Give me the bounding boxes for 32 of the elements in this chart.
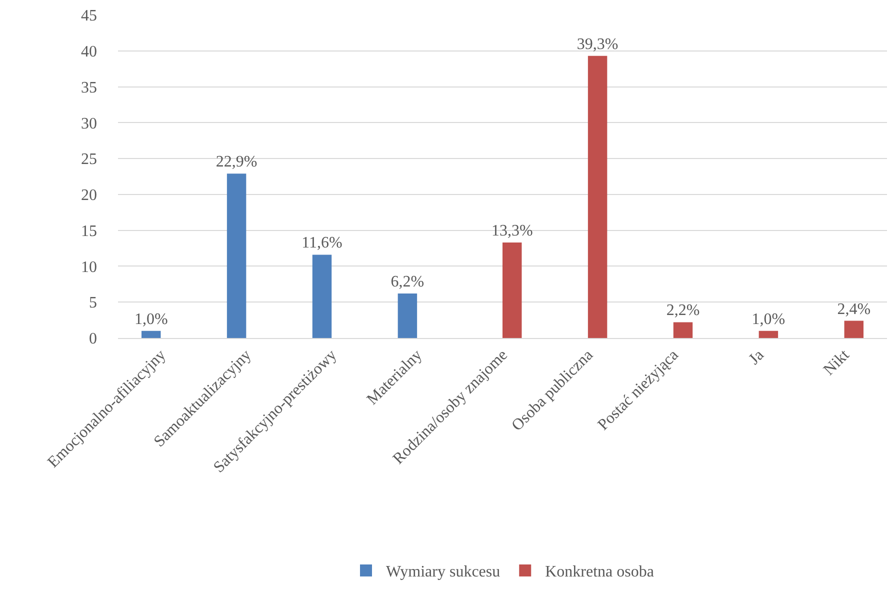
data-label: 22,9%	[216, 154, 258, 171]
x-tick-label: Nikt	[820, 346, 854, 379]
y-tick-label: 10	[81, 258, 97, 276]
legend-label: Konkretna osoba	[545, 564, 654, 581]
y-tick-label: 25	[81, 151, 97, 168]
bar	[758, 330, 778, 338]
legend-label: Wymiary sukcesu	[386, 564, 500, 581]
data-label: 1,0%	[752, 310, 786, 328]
bar	[502, 242, 522, 338]
y-tick-label: 0	[89, 330, 97, 348]
y-tick-label: 15	[81, 222, 97, 240]
data-label: 13,3%	[491, 222, 533, 240]
data-label: 2,4%	[837, 300, 871, 318]
data-label: 11,6%	[302, 234, 342, 252]
y-tick-label: 20	[81, 187, 97, 204]
data-label: 2,2%	[666, 302, 700, 320]
x-tick-label: Ja	[746, 346, 768, 368]
bar	[844, 320, 864, 338]
bar	[398, 294, 418, 338]
y-tick-label: 5	[89, 294, 97, 312]
data-label: 6,2%	[390, 274, 424, 290]
y-tick-label: 35	[81, 79, 97, 96]
bar	[142, 330, 161, 338]
bar	[226, 174, 246, 338]
bar	[312, 254, 332, 338]
bar	[588, 56, 608, 338]
y-tick-label: 45	[81, 8, 97, 25]
y-tick-label: 40	[81, 43, 97, 60]
y-tick-label: 30	[81, 115, 97, 132]
data-label: 39,3%	[576, 36, 618, 53]
data-label: 1,0%	[134, 310, 168, 328]
bar	[673, 322, 693, 338]
